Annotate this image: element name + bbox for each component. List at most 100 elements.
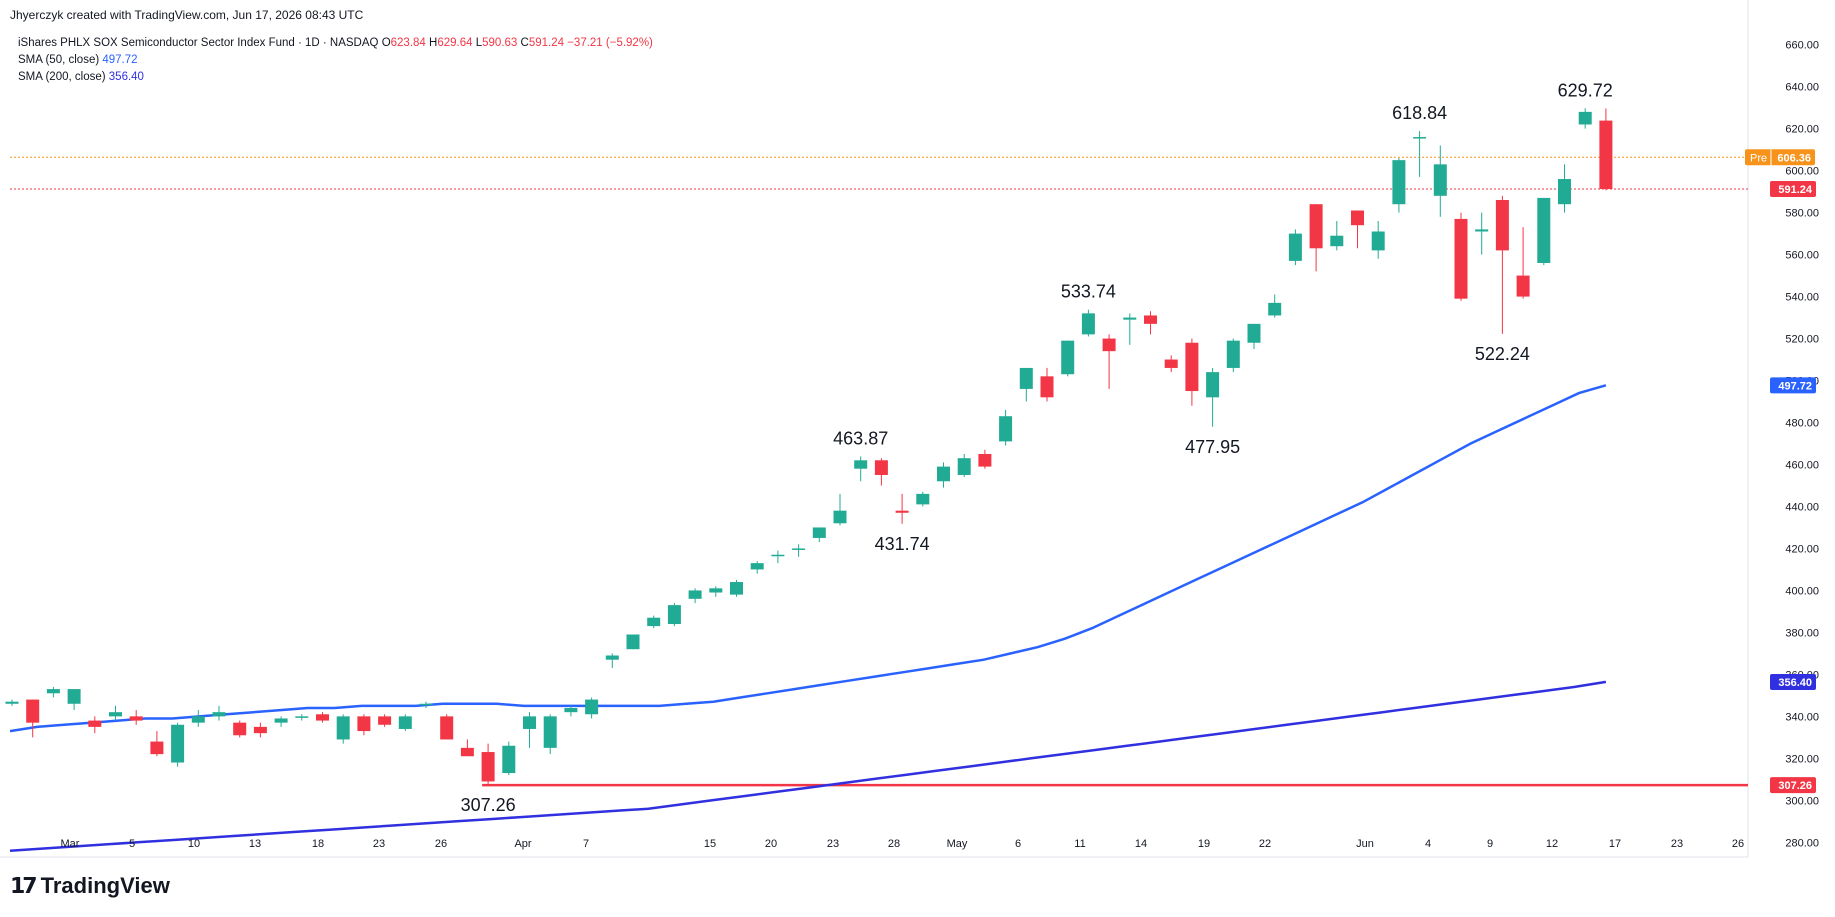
candle-body	[1102, 338, 1116, 352]
annotation-layer: 307.26 463.87 431.74 533.74 477.95 618.84 522.…	[461, 80, 1613, 815]
y-tick-label: 560.00	[1785, 250, 1819, 262]
candle	[957, 453, 971, 478]
y-tick-label: 520.00	[1785, 334, 1819, 346]
sma200-value: 356.40	[108, 71, 144, 83]
candle-body	[854, 460, 868, 469]
candle-body	[171, 724, 185, 763]
plot-frame	[0, 0, 1749, 858]
candle	[1330, 221, 1344, 251]
candle-body	[1185, 342, 1199, 392]
candle	[523, 712, 536, 748]
sma50-line	[9, 384, 1607, 733]
x-tick-label: 15	[704, 838, 716, 850]
y-tick-label: 480.00	[1785, 418, 1819, 430]
ohlc-low-key: L	[475, 37, 483, 49]
tradingview-logo[interactable]: 𝟭𝟳 TradingView	[10, 873, 170, 899]
x-tick-label: 12	[1546, 838, 1558, 850]
ohlc-open: 623.84	[390, 37, 426, 49]
candle-body	[150, 741, 164, 755]
candle	[1454, 212, 1468, 301]
candle	[253, 722, 267, 738]
candle-body	[26, 699, 40, 723]
y-tick-label: 380.00	[1785, 627, 1819, 639]
sma200-label: SMA (200, close)	[18, 71, 106, 83]
candle-body	[502, 745, 516, 774]
candle	[688, 588, 702, 604]
chart-legend: iShares PHLX SOX Semiconductor Sector In…	[18, 35, 653, 86]
price-chart[interactable]: 307.26 463.87 431.74 533.74 477.95 618.84 522.…	[0, 0, 1835, 870]
candle-body	[88, 720, 102, 727]
candle-body	[212, 712, 226, 717]
candle-body	[1123, 317, 1137, 320]
x-tick-label: 20	[765, 838, 777, 850]
candle-body	[1040, 376, 1054, 398]
y-tick-label: 580.00	[1785, 208, 1819, 220]
candle	[129, 710, 143, 725]
candle-body	[1309, 204, 1323, 249]
support-tag: 307.26	[1778, 780, 1812, 792]
ohlc-close-key: C	[520, 37, 529, 49]
x-tick-label: 4	[1425, 838, 1431, 850]
candle	[1226, 338, 1240, 373]
candle-body	[895, 510, 909, 513]
candle-body	[233, 722, 247, 736]
time-axis[interactable]: Mar 5 10 13 18 23 26 Apr 7 15 20 23 28 May 6 11 14 19 22 Ju…	[61, 838, 1745, 850]
x-tick-label: 10	[188, 838, 200, 850]
legend-symbol-row[interactable]: iShares PHLX SOX Semiconductor Sector In…	[18, 35, 653, 52]
price-annotation: 618.84	[1392, 103, 1447, 123]
candle	[812, 527, 826, 543]
sma50-label: SMA (50, close)	[18, 54, 100, 66]
candle	[1144, 311, 1157, 335]
candle	[585, 697, 599, 719]
candle	[1433, 145, 1447, 217]
x-tick-label: 17	[1609, 838, 1621, 850]
candle-body	[605, 655, 619, 660]
candle	[460, 739, 474, 757]
candle-body	[523, 716, 536, 729]
candle-body	[1330, 235, 1344, 247]
support-tag-bg	[1770, 777, 1816, 794]
y-tick-label: 300.00	[1785, 795, 1819, 807]
candle-body	[191, 716, 205, 723]
candle-body	[792, 548, 806, 550]
candle-body	[481, 752, 495, 782]
candle	[1102, 334, 1116, 389]
price-annotation: 522.24	[1475, 344, 1530, 364]
candle	[564, 705, 578, 717]
candle-body	[440, 716, 454, 740]
candle-body	[999, 416, 1013, 442]
candle-body	[1081, 313, 1095, 335]
candle	[771, 550, 785, 564]
x-tick-label: May	[947, 838, 968, 850]
candle	[750, 561, 764, 574]
candle	[357, 714, 371, 736]
candle	[626, 634, 640, 650]
candle	[316, 712, 329, 723]
candle-body	[253, 726, 267, 734]
candle	[1288, 229, 1302, 266]
candle	[999, 409, 1013, 446]
x-tick-label: 28	[888, 838, 900, 850]
symbol-name: iShares PHLX SOX Semiconductor Sector In…	[18, 37, 379, 49]
candle-body	[129, 716, 143, 721]
legend-sma200-row[interactable]: SMA (200, close) 356.40	[18, 69, 653, 86]
candle	[647, 615, 661, 629]
candle	[937, 462, 950, 488]
candle-body	[730, 582, 743, 595]
candle	[419, 701, 433, 708]
sma200-tag-bg	[1770, 673, 1816, 690]
candle-body	[1413, 137, 1427, 139]
candle-body	[812, 527, 826, 538]
candle	[1516, 227, 1530, 299]
legend-sma50-row[interactable]: SMA (50, close) 497.72	[18, 52, 653, 69]
x-tick-label: 19	[1198, 838, 1210, 850]
candle	[1164, 355, 1178, 373]
price-axis[interactable]: 280.00300.00320.00340.00360.00380.00400.…	[1785, 40, 1819, 850]
y-tick-label: 280.00	[1785, 837, 1819, 849]
tradingview-logo-icon: 𝟭𝟳	[10, 873, 38, 898]
candle	[792, 544, 806, 557]
x-tick-label: Jun	[1356, 838, 1374, 850]
x-tick-label: 23	[827, 838, 839, 850]
y-tick-label: 340.00	[1785, 711, 1819, 723]
candle	[1123, 313, 1137, 345]
